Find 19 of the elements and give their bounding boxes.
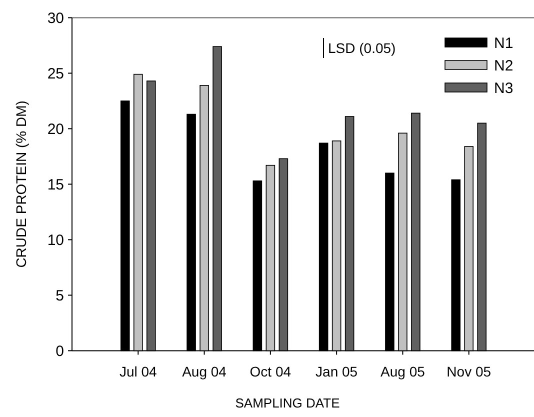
legend-label: N2 bbox=[494, 57, 514, 74]
y-tick-label: 15 bbox=[47, 176, 64, 194]
x-tick-label: Aug 05 bbox=[380, 364, 426, 380]
legend-label: N3 bbox=[494, 80, 514, 97]
y-tick-label: 20 bbox=[47, 120, 64, 138]
x-tick-label: Jan 05 bbox=[316, 364, 358, 380]
x-tick-label: Aug 04 bbox=[182, 364, 227, 380]
y-tick-label: 5 bbox=[56, 287, 64, 304]
y-axis-title: CRUDE PROTEIN (% DM) bbox=[13, 100, 29, 268]
y-tick-label: 0 bbox=[56, 342, 64, 360]
annotation: LSD (0.05) bbox=[328, 40, 396, 56]
y-tick-label: 30 bbox=[47, 10, 64, 27]
x-tick-label: Oct 04 bbox=[250, 364, 292, 380]
x-axis-title: SAMPLING DATE bbox=[235, 396, 340, 411]
x-tick-label: Jul 04 bbox=[119, 364, 158, 380]
y-tick-label: 25 bbox=[47, 65, 64, 82]
x-tick-label: Nov 05 bbox=[446, 364, 492, 380]
legend-label: N1 bbox=[494, 34, 514, 52]
y-tick-label: 10 bbox=[47, 232, 64, 249]
